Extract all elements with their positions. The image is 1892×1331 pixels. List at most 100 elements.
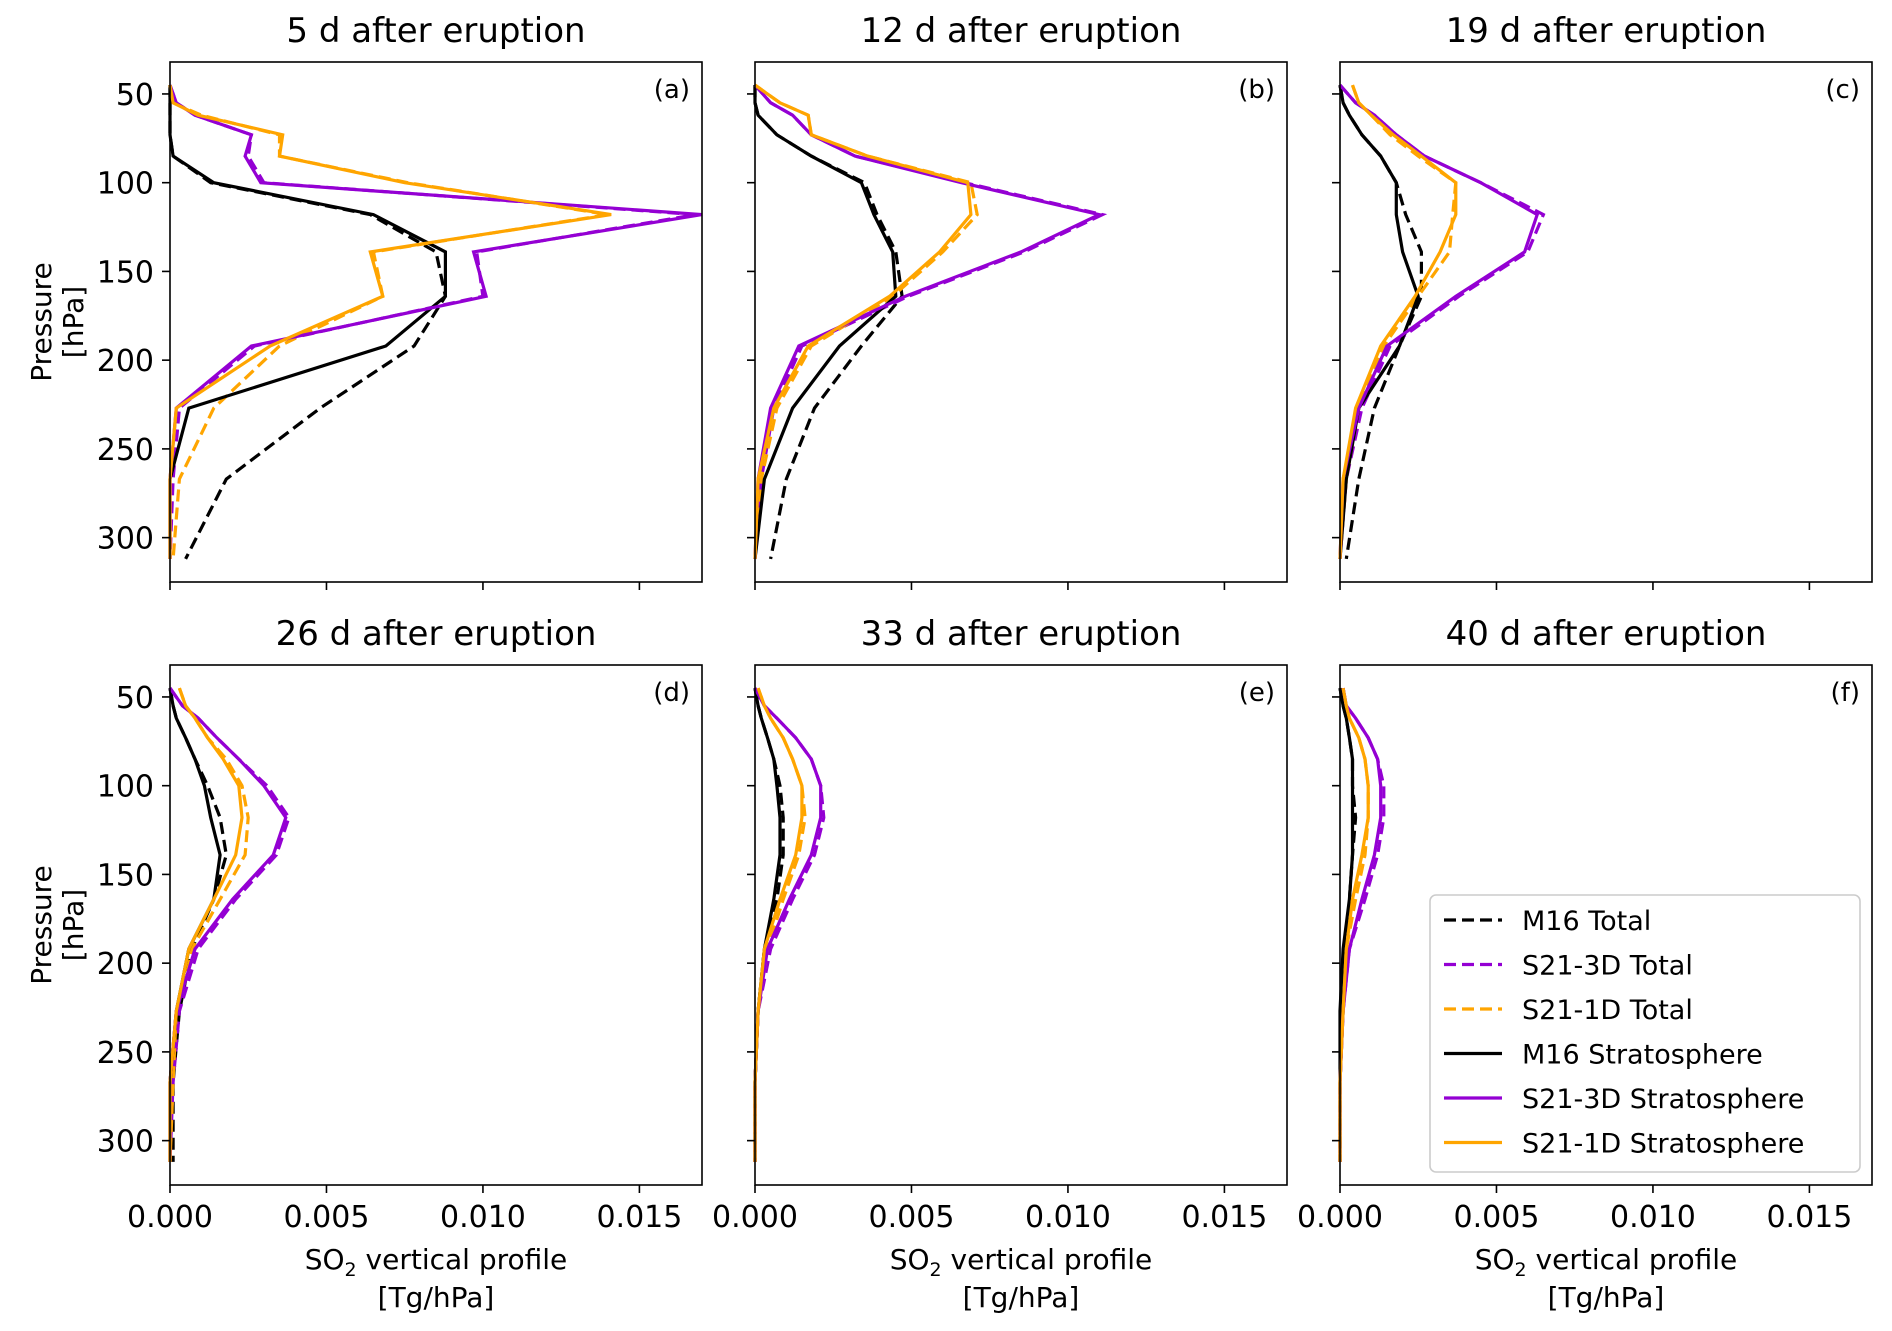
panel-label: (c) xyxy=(1825,75,1860,105)
series-line-s21-1d-dashed xyxy=(168,84,609,560)
series-line-s21-3d-solid xyxy=(1338,84,1540,559)
x-axis-label-line1: SO2 vertical profile xyxy=(1475,1243,1738,1281)
panel-c: 19 d after eruption (c) xyxy=(1332,11,1873,590)
x-tick-label: 0.015 xyxy=(1766,1200,1852,1235)
y-tick-label: 100 xyxy=(97,770,154,805)
y-tick-label: 200 xyxy=(97,947,154,982)
y-tick-label: 300 xyxy=(97,1125,154,1160)
x-tick-label: 0.000 xyxy=(127,1200,213,1235)
x-tick-label: 0.005 xyxy=(869,1200,955,1235)
series-line-s21-3d-dashed xyxy=(168,84,696,559)
series-line-s21-1d-solid xyxy=(753,83,973,559)
legend-label: M16 Stratosphere xyxy=(1522,1040,1763,1071)
x-tick-label: 0.005 xyxy=(1454,1200,1540,1235)
series-line-m16-solid xyxy=(753,85,898,560)
series-line-s21-1d-solid xyxy=(1338,84,1458,559)
x-tick-label: 0.000 xyxy=(1297,1200,1383,1235)
axes-frame xyxy=(1339,61,1873,583)
series-line-s21-3d-solid xyxy=(753,687,823,1162)
x-tick-label: 0.015 xyxy=(596,1200,682,1235)
x-axis-label-rest: vertical profile xyxy=(357,1243,568,1276)
legend-label: S21-3D Total xyxy=(1522,951,1693,982)
panel-f: 40 d after eruption (f) 0.000 0.005 0.010 0.0… xyxy=(1297,614,1873,1314)
legend-label: M16 Total xyxy=(1522,906,1651,937)
panel-d: 26 d after eruption (d) 50 100 150 200 250 300 0… xyxy=(25,614,703,1314)
y-tick-label: 300 xyxy=(97,522,154,557)
panel-b: 12 d after eruption (b) xyxy=(747,11,1288,590)
series-line-s21-3d-solid xyxy=(753,84,1105,559)
x-tick-label: 0.000 xyxy=(712,1200,798,1235)
legend: M16 Total S21-3D Total S21-1D Total M16 Str… xyxy=(1429,894,1861,1173)
x-axis-label-subscript: 2 xyxy=(1515,1259,1527,1281)
y-axis-label-line1: Pressure xyxy=(25,865,58,985)
panel-label: (f) xyxy=(1831,678,1860,708)
panel-title: 40 d after eruption xyxy=(1446,614,1767,654)
series-line-m16-solid xyxy=(168,85,447,559)
axes-frame xyxy=(169,664,703,1186)
x-axis-label-line1: SO2 vertical profile xyxy=(305,1243,568,1281)
y-tick-label: 200 xyxy=(97,344,154,379)
series-line-s21-1d-solid xyxy=(1338,687,1370,1162)
series-line-m16-dashed xyxy=(168,85,448,560)
x-axis-label-subscript: 2 xyxy=(345,1259,357,1281)
series-line-s21-1d-solid xyxy=(168,84,612,559)
panel-label: (b) xyxy=(1238,75,1275,105)
x-axis-label-subscript: 2 xyxy=(930,1259,942,1281)
series-line-s21-3d-dashed xyxy=(753,84,1108,560)
x-axis-label-so: SO xyxy=(1475,1243,1515,1276)
x-axis-label-rest: vertical profile xyxy=(1527,1243,1738,1276)
x-tick-label: 0.010 xyxy=(1025,1200,1111,1235)
x-axis-label-rest: vertical profile xyxy=(942,1243,1153,1276)
panel-label: (a) xyxy=(654,75,690,105)
x-axis-label-so: SO xyxy=(890,1243,930,1276)
y-tick-label: 100 xyxy=(97,167,154,202)
axes-frame xyxy=(1339,664,1873,1186)
axes-frame xyxy=(754,664,1288,1186)
axes-frame xyxy=(169,61,703,583)
series-line-s21-1d-dashed xyxy=(168,687,250,1162)
series-line-m16-solid xyxy=(1338,84,1420,560)
y-axis-label-line2: [hPa] xyxy=(57,286,90,358)
series-line-s21-3d-dashed xyxy=(753,687,826,1162)
y-tick-label: 150 xyxy=(97,255,154,290)
x-axis-label-line2: [Tg/hPa] xyxy=(1548,1281,1665,1314)
series-line-s21-3d-dashed xyxy=(1338,84,1546,560)
x-tick-label: 0.010 xyxy=(440,1200,526,1235)
y-tick-label: 150 xyxy=(97,858,154,893)
series-line-s21-1d-dashed xyxy=(753,687,807,1162)
panel-label: (d) xyxy=(653,678,690,708)
series-line-s21-3d-solid xyxy=(168,84,703,559)
y-tick-label: 50 xyxy=(116,78,154,113)
x-axis-label-line2: [Tg/hPa] xyxy=(963,1281,1080,1314)
panel-a: 5 d after eruption (a) 50 100 150 200 250 300 Pr… xyxy=(25,11,703,590)
x-axis-label-line2: [Tg/hPa] xyxy=(378,1281,495,1314)
legend-label: S21-1D Stratosphere xyxy=(1522,1129,1804,1160)
panel-title: 26 d after eruption xyxy=(276,614,597,654)
panel-title: 33 d after eruption xyxy=(861,614,1182,654)
x-tick-label: 0.015 xyxy=(1181,1200,1267,1235)
series-line-m16-dashed xyxy=(1338,84,1424,560)
x-tick-label: 0.010 xyxy=(1610,1200,1696,1235)
series-line-m16-dashed xyxy=(753,85,904,560)
y-axis-label-line1: Pressure xyxy=(25,262,58,382)
series-line-s21-1d-solid xyxy=(168,687,244,1162)
y-axis-label-line2: [hPa] xyxy=(57,889,90,961)
series-line-s21-3d-dashed xyxy=(168,687,291,1162)
panel-e: 33 d after eruption (e) 0.000 0.005 0.010 0.0… xyxy=(712,614,1288,1314)
legend-label: S21-1D Total xyxy=(1522,995,1693,1026)
legend-box xyxy=(1429,894,1861,1173)
series-line-s21-3d-solid xyxy=(168,687,288,1162)
series-line-m16-solid xyxy=(753,687,782,1162)
panel-title: 5 d after eruption xyxy=(286,11,585,51)
y-tick-label: 250 xyxy=(97,1036,154,1071)
y-tick-label: 50 xyxy=(116,681,154,716)
legend-label: S21-3D Stratosphere xyxy=(1522,1084,1804,1115)
y-axis-label: Pressure [hPa] xyxy=(25,262,90,382)
panel-title: 12 d after eruption xyxy=(861,11,1182,51)
x-tick-label: 0.005 xyxy=(284,1200,370,1235)
y-tick-label: 250 xyxy=(97,433,154,468)
x-axis-label-so: SO xyxy=(305,1243,345,1276)
series-line-s21-1d-solid xyxy=(753,687,804,1162)
